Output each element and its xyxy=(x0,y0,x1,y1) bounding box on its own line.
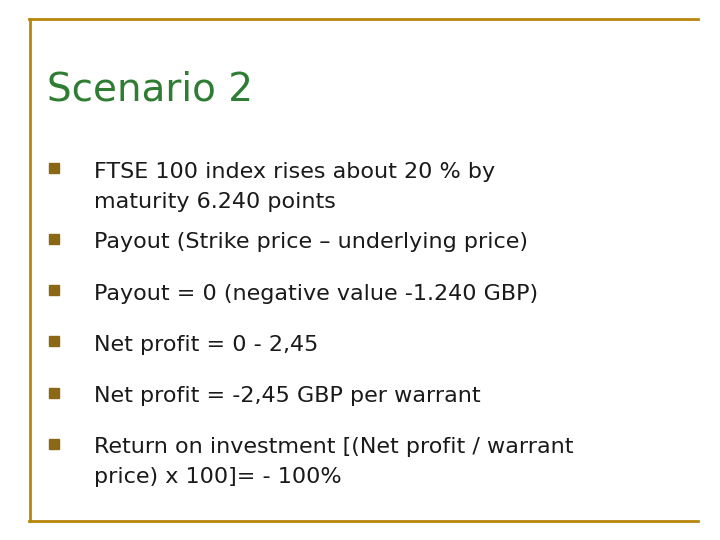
Text: Net profit = 0 - 2,45: Net profit = 0 - 2,45 xyxy=(94,335,318,355)
Text: price) x 100]= - 100%: price) x 100]= - 100% xyxy=(94,467,341,487)
Text: maturity 6.240 points: maturity 6.240 points xyxy=(94,192,336,212)
Text: FTSE 100 index rises about 20 % by: FTSE 100 index rises about 20 % by xyxy=(94,162,495,182)
Text: Return on investment [(Net profit / warrant: Return on investment [(Net profit / warr… xyxy=(94,437,573,457)
Text: Scenario 2: Scenario 2 xyxy=(47,70,253,108)
Text: Payout = 0 (negative value -1.240 GBP): Payout = 0 (negative value -1.240 GBP) xyxy=(94,284,538,303)
Text: Payout (Strike price – underlying price): Payout (Strike price – underlying price) xyxy=(94,232,528,252)
Text: Net profit = -2,45 GBP per warrant: Net profit = -2,45 GBP per warrant xyxy=(94,386,480,406)
